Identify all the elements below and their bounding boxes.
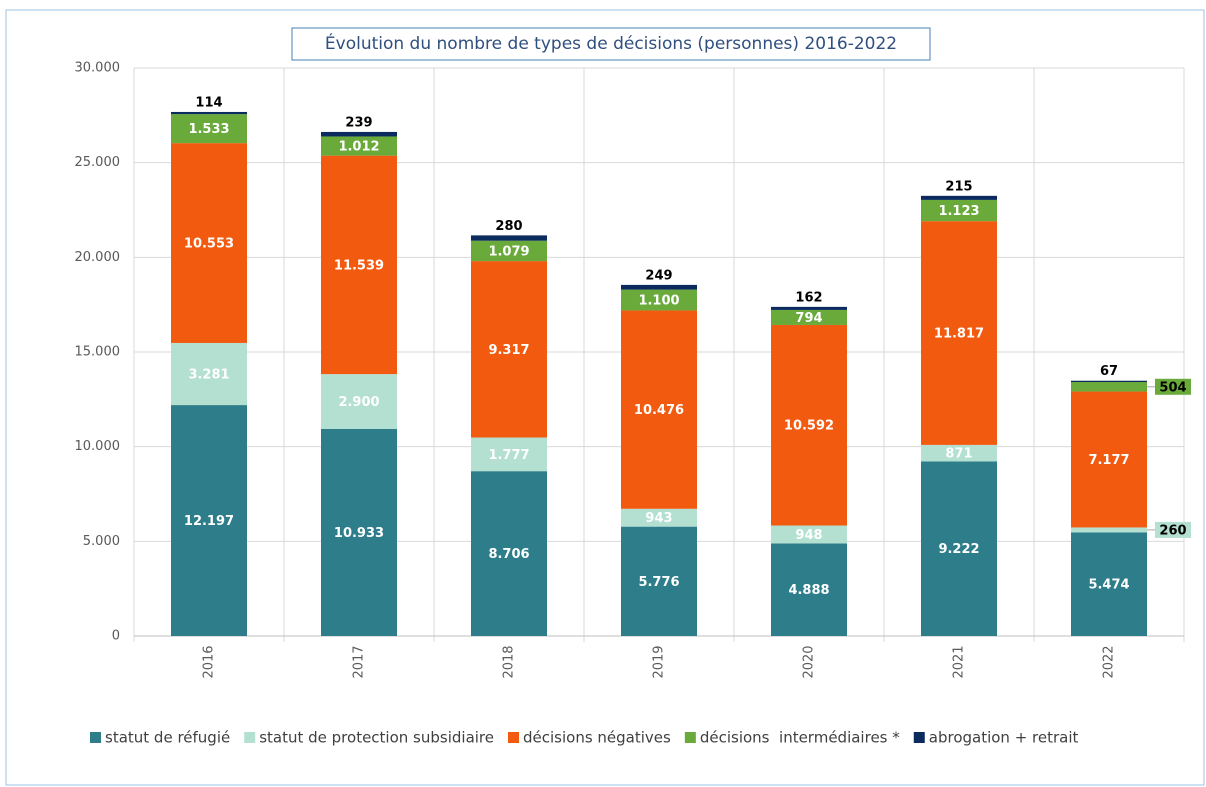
data-label: 67 <box>1100 364 1118 379</box>
bar-segment <box>621 284 697 290</box>
legend-swatch <box>244 732 256 743</box>
bar-segment <box>471 235 547 241</box>
x-tick-label: 2022 <box>1102 645 1117 678</box>
data-label: 114 <box>195 95 222 110</box>
title-box <box>291 27 931 61</box>
data-label: 1.100 <box>638 294 679 309</box>
data-label: 943 <box>645 511 672 526</box>
bar-segment <box>471 437 547 472</box>
bar-segment <box>921 444 997 462</box>
bar-segment <box>921 195 997 200</box>
y-tick-label: 15.000 <box>75 345 121 360</box>
x-tick-label: 2021 <box>952 645 967 678</box>
data-label: 9.317 <box>488 343 529 358</box>
data-label: 249 <box>645 268 672 283</box>
bar-segment <box>771 324 847 526</box>
data-label: 10.933 <box>334 526 384 541</box>
data-label: 1.123 <box>938 204 979 219</box>
bar-segment <box>171 405 247 636</box>
data-label: 215 <box>945 179 972 194</box>
data-label: 10.553 <box>184 237 234 252</box>
bar-segment <box>321 131 397 137</box>
bar-segment <box>621 508 697 527</box>
bar-segment <box>771 306 847 310</box>
y-tick-label: 0 <box>112 629 120 644</box>
bar-segment <box>771 525 847 544</box>
legend-swatch <box>913 732 925 743</box>
bar-segment <box>1071 532 1147 636</box>
data-label: 4.888 <box>788 583 829 598</box>
bar-segment <box>321 136 397 156</box>
bar-segment <box>1071 391 1147 528</box>
data-label: 11.539 <box>334 258 384 273</box>
bar-segment <box>1071 382 1147 392</box>
bar-segment <box>771 309 847 325</box>
bar-segment <box>471 240 547 262</box>
data-label: 260 <box>1159 523 1186 538</box>
data-label: 12.197 <box>184 514 234 529</box>
data-label: 5.776 <box>638 575 679 590</box>
legend-label: décisions négatives <box>523 729 671 747</box>
data-label: 3.281 <box>188 368 229 383</box>
y-tick-label: 10.000 <box>75 439 121 454</box>
bar-segment <box>171 111 247 115</box>
legend-label: décisions intermédiaires * <box>700 729 900 747</box>
data-label: 871 <box>945 447 972 462</box>
bar-segment <box>171 143 247 343</box>
bar-segment <box>921 221 997 445</box>
bar-segment <box>321 155 397 375</box>
chart-title: Évolution du nombre de types de décision… <box>325 32 897 54</box>
legend-label: statut de réfugié <box>105 729 230 747</box>
data-label-box <box>1155 521 1191 538</box>
bar-segment <box>171 114 247 144</box>
bar-segment <box>621 526 697 636</box>
data-label: 7.177 <box>1088 453 1129 468</box>
bar-segment <box>921 199 997 222</box>
data-label: 1.533 <box>188 122 229 137</box>
bar-segment <box>471 261 547 438</box>
data-label: 280 <box>495 219 522 234</box>
legend-label: abrogation + retrait <box>929 729 1079 747</box>
bar-segment <box>321 429 397 636</box>
x-tick-label: 2017 <box>352 645 367 678</box>
legend-swatch <box>684 732 696 743</box>
x-tick-label: 2018 <box>502 645 517 678</box>
data-label: 8.706 <box>488 547 529 562</box>
y-tick-label: 20.000 <box>75 250 121 265</box>
bar-segment <box>921 461 997 636</box>
data-label: 794 <box>795 311 822 326</box>
bar-segment <box>771 543 847 636</box>
data-label: 5.474 <box>1088 578 1129 593</box>
data-label: 948 <box>795 528 822 543</box>
data-label: 10.592 <box>784 419 834 434</box>
y-tick-label: 5.000 <box>83 534 120 549</box>
x-tick-label: 2016 <box>202 645 217 678</box>
y-tick-label: 30.000 <box>75 61 121 76</box>
data-label: 10.476 <box>634 403 684 418</box>
bar-segment <box>621 289 697 311</box>
data-label: 239 <box>345 115 372 130</box>
legend-label: statut de protection subsidiaire <box>259 729 494 747</box>
y-tick-label: 25.000 <box>75 155 121 170</box>
bar-segment <box>321 374 397 430</box>
data-label: 1.012 <box>338 140 379 155</box>
x-tick-label: 2020 <box>802 645 817 678</box>
bar-segment <box>621 310 697 509</box>
data-label: 9.222 <box>938 542 979 557</box>
bar-segment <box>171 342 247 406</box>
data-label: 162 <box>795 290 822 305</box>
data-label: 504 <box>1159 380 1186 395</box>
data-label: 1.777 <box>488 448 529 463</box>
legend-swatch <box>90 732 101 743</box>
bar-segment <box>1071 527 1147 533</box>
x-tick-label: 2019 <box>652 645 667 678</box>
data-label-box <box>1155 378 1191 395</box>
data-label: 1.079 <box>488 244 529 259</box>
bar-segment <box>1071 380 1147 383</box>
data-label: 2.900 <box>338 395 379 410</box>
legend-swatch <box>508 732 519 743</box>
data-label: 11.817 <box>934 327 984 342</box>
bar-segment <box>471 471 547 636</box>
